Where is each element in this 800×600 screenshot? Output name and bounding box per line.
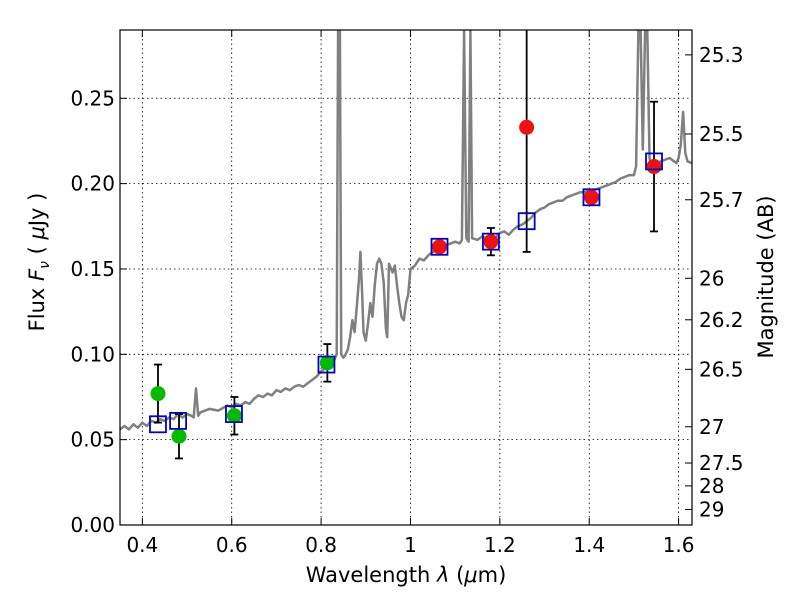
plot-area bbox=[120, 30, 692, 431]
model-point bbox=[482, 232, 500, 251]
y2-axis-label: Magnitude (AB) bbox=[754, 195, 778, 358]
y-tick-label: 0.25 bbox=[70, 86, 115, 110]
model-point bbox=[317, 355, 336, 374]
magnitude-tick-label: 25.7 bbox=[699, 188, 744, 212]
magnitude-tick-label: 25.5 bbox=[699, 122, 744, 146]
magnitude-tick-label: 27.5 bbox=[699, 451, 744, 475]
markers bbox=[149, 30, 663, 460]
x-tick-label: 0.6 bbox=[216, 533, 248, 557]
model-point bbox=[517, 212, 536, 231]
x-tick-label: 0.4 bbox=[126, 533, 158, 557]
spectrum-line bbox=[120, 30, 692, 431]
magnitude-tick-label: 29 bbox=[699, 497, 724, 521]
y-tick-label: 0.10 bbox=[70, 342, 115, 366]
data-point bbox=[319, 355, 335, 371]
magnitude-tick-label: 26 bbox=[699, 266, 724, 290]
data-point bbox=[519, 119, 535, 135]
model-point bbox=[582, 188, 601, 207]
data-point bbox=[226, 408, 242, 424]
model-point bbox=[645, 152, 663, 171]
data-point bbox=[171, 428, 187, 444]
x-tick-label: 1.4 bbox=[573, 533, 605, 557]
y-axis-label: Flux Fν ( μJy ) bbox=[25, 193, 53, 332]
data-point bbox=[646, 159, 662, 175]
model-point bbox=[149, 415, 167, 434]
model-point bbox=[169, 411, 187, 430]
data-point bbox=[150, 386, 166, 402]
magnitude-tick-label: 28 bbox=[699, 474, 724, 498]
grid bbox=[120, 30, 692, 526]
y-tick-label: 0.20 bbox=[70, 172, 115, 196]
x-tick-label: 1.2 bbox=[484, 533, 516, 557]
x-tick-label: 0.8 bbox=[305, 533, 337, 557]
model-point bbox=[430, 237, 449, 256]
x-tick-label: 1.6 bbox=[663, 533, 695, 557]
x-tick-label: 1 bbox=[404, 533, 417, 557]
data-point bbox=[583, 189, 599, 205]
model-point bbox=[225, 405, 243, 423]
y-tick-label: 0.15 bbox=[70, 257, 115, 281]
ticks: 0.4 0.6 0.8 1 1.2 1.4 1.6 0.00 0.05 0.10 0.15 0.20 0… bbox=[70, 30, 744, 557]
magnitude-tick-label: 26.2 bbox=[699, 308, 744, 332]
data-point bbox=[432, 239, 448, 255]
y-tick-label: 0.00 bbox=[70, 513, 115, 537]
x-axis-label: Wavelength λ (μm) bbox=[306, 563, 507, 587]
y-tick-label: 0.05 bbox=[70, 428, 115, 452]
magnitude-tick-label: 25.3 bbox=[699, 43, 744, 67]
magnitude-tick-label: 27 bbox=[699, 415, 724, 439]
data-point bbox=[483, 234, 499, 250]
axes-frame bbox=[119, 29, 693, 526]
magnitude-tick-label: 26.5 bbox=[699, 357, 744, 381]
